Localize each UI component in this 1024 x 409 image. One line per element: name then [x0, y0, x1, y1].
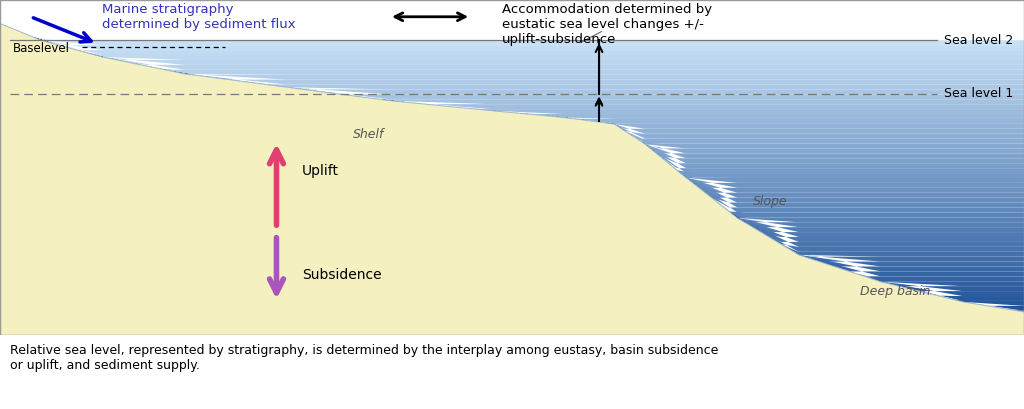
Polygon shape	[0, 23, 1024, 99]
Text: Marine stratigraphy
determined by sediment flux: Marine stratigraphy determined by sedime…	[102, 3, 296, 31]
Text: Deep basin: Deep basin	[860, 285, 931, 298]
Polygon shape	[0, 23, 1024, 291]
Polygon shape	[0, 23, 1024, 335]
Polygon shape	[0, 23, 1024, 129]
Polygon shape	[0, 23, 1024, 232]
Polygon shape	[0, 23, 1024, 262]
Polygon shape	[0, 23, 1024, 134]
Polygon shape	[0, 23, 1024, 242]
Polygon shape	[0, 23, 1024, 207]
Polygon shape	[0, 23, 1024, 158]
Polygon shape	[0, 23, 1024, 124]
Polygon shape	[0, 23, 1024, 312]
Polygon shape	[0, 23, 1024, 119]
Text: Sea level 1: Sea level 1	[944, 88, 1014, 100]
Polygon shape	[0, 23, 1024, 80]
Polygon shape	[0, 23, 1024, 252]
Polygon shape	[0, 23, 1024, 85]
Polygon shape	[0, 23, 1024, 104]
Polygon shape	[0, 23, 1024, 202]
Polygon shape	[0, 23, 1024, 178]
Polygon shape	[0, 23, 1024, 301]
Polygon shape	[0, 23, 1024, 148]
Polygon shape	[0, 23, 1024, 163]
Polygon shape	[0, 23, 1024, 312]
Polygon shape	[0, 23, 1024, 306]
Polygon shape	[0, 23, 1024, 55]
Text: Uplift: Uplift	[302, 164, 339, 178]
Polygon shape	[0, 23, 1024, 267]
Polygon shape	[0, 23, 1024, 70]
Polygon shape	[0, 23, 1024, 312]
Polygon shape	[0, 23, 1024, 237]
Polygon shape	[0, 23, 1024, 65]
Polygon shape	[0, 23, 1024, 183]
Polygon shape	[0, 23, 1024, 193]
Polygon shape	[0, 23, 1024, 45]
Polygon shape	[0, 23, 1024, 168]
Polygon shape	[0, 23, 1024, 60]
Polygon shape	[0, 23, 1024, 144]
Polygon shape	[0, 23, 1024, 276]
Polygon shape	[0, 23, 1024, 90]
Polygon shape	[0, 23, 1024, 272]
Polygon shape	[0, 23, 1024, 75]
Polygon shape	[0, 23, 1024, 286]
Polygon shape	[0, 23, 1024, 222]
Polygon shape	[0, 23, 1024, 311]
Text: Baselevel: Baselevel	[13, 42, 71, 55]
Polygon shape	[0, 23, 1024, 312]
Polygon shape	[0, 23, 1024, 217]
Text: Shelf: Shelf	[353, 128, 384, 141]
Polygon shape	[0, 23, 1024, 312]
Text: Slope: Slope	[753, 195, 787, 208]
Polygon shape	[0, 23, 1024, 227]
Polygon shape	[0, 23, 1024, 257]
Polygon shape	[0, 23, 1024, 247]
Polygon shape	[0, 23, 1024, 109]
Polygon shape	[0, 23, 1024, 281]
Polygon shape	[0, 23, 1024, 173]
Text: Relative sea level, represented by stratigraphy, is determined by the interplay : Relative sea level, represented by strat…	[10, 344, 719, 371]
Polygon shape	[0, 23, 1024, 296]
Polygon shape	[0, 23, 1024, 114]
Polygon shape	[0, 23, 1024, 153]
Text: Sea level 2: Sea level 2	[944, 34, 1014, 47]
Polygon shape	[0, 23, 1024, 139]
Polygon shape	[0, 23, 1024, 188]
Text: Subsidence: Subsidence	[302, 268, 382, 282]
Text: Accommodation determined by
eustatic sea level changes +/-
uplift-subsidence: Accommodation determined by eustatic sea…	[502, 3, 712, 46]
Polygon shape	[0, 23, 1024, 198]
Polygon shape	[0, 23, 1024, 94]
Polygon shape	[0, 23, 1024, 50]
Polygon shape	[0, 23, 1024, 212]
